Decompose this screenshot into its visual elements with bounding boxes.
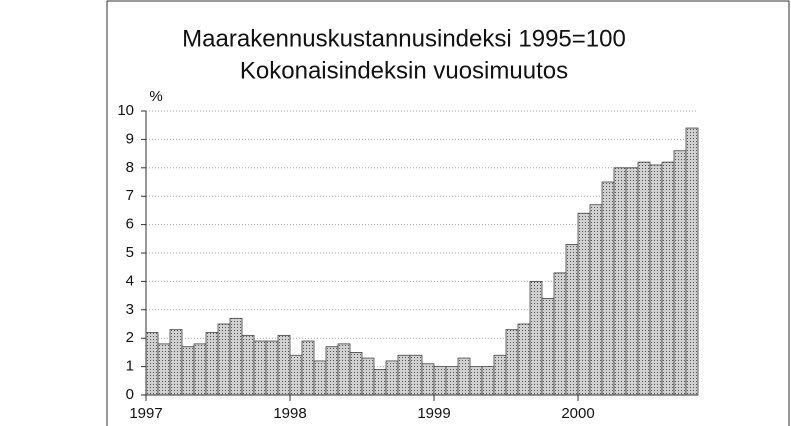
x-tick-label: 1997 [129,405,162,422]
bar [613,167,627,396]
bar [565,244,579,396]
chart-subtitle: Kokonaisindeksin vuosimuutos [240,57,568,84]
y-tick-label: 5 [126,244,134,261]
frame [106,0,790,426]
y-tick-label: 9 [126,130,134,147]
bar [469,366,483,396]
bar [229,317,243,396]
y-tick-label: 4 [126,272,134,289]
bar [529,280,543,396]
bar [337,343,351,396]
bar [241,334,255,396]
bar [541,298,555,396]
bar [673,150,687,396]
bar [277,334,291,396]
bar [625,167,639,396]
bar [445,366,459,396]
bar [181,346,195,396]
y-tick-label: 3 [126,301,134,318]
bar [253,340,267,396]
bar [409,354,423,396]
x-tick-label: 1999 [417,405,450,422]
bar [157,343,171,396]
bar [421,363,435,396]
bar [301,340,315,396]
y-tick-label: 6 [126,216,134,233]
y-tick-label: 1 [126,358,134,375]
bar [601,181,615,396]
bar [649,164,663,396]
bar [373,369,387,396]
bar [433,366,447,396]
bar [553,272,567,396]
bar [385,360,399,396]
bar [193,343,207,396]
bar [397,354,411,396]
x-tick-label: 1998 [273,405,306,422]
bar [145,332,159,396]
bar [349,351,363,396]
bar [661,161,675,396]
bar [289,354,303,396]
y-tick-label: 8 [126,159,134,176]
bar [637,161,651,396]
x-tick-label: 2000 [561,405,594,422]
chart-title: Maarakennuskustannusindeksi 1995=100 [182,25,626,52]
bar [493,354,507,396]
bar [457,357,471,396]
bar [205,332,219,396]
bar [505,329,519,396]
y-axis-label: % [149,88,162,105]
bar [265,340,279,396]
bar [313,360,327,396]
y-tick-label: 10 [117,102,134,119]
bar [517,323,531,396]
bar [685,127,699,396]
y-tick-label: 7 [126,187,134,204]
y-tick-label: 2 [126,329,134,346]
bar [217,323,231,396]
bar [577,212,591,396]
bar [169,329,183,396]
bar [361,357,375,396]
bar [325,346,339,396]
y-tick-label: 0 [126,386,134,403]
bar [481,366,495,396]
bar [589,204,603,396]
